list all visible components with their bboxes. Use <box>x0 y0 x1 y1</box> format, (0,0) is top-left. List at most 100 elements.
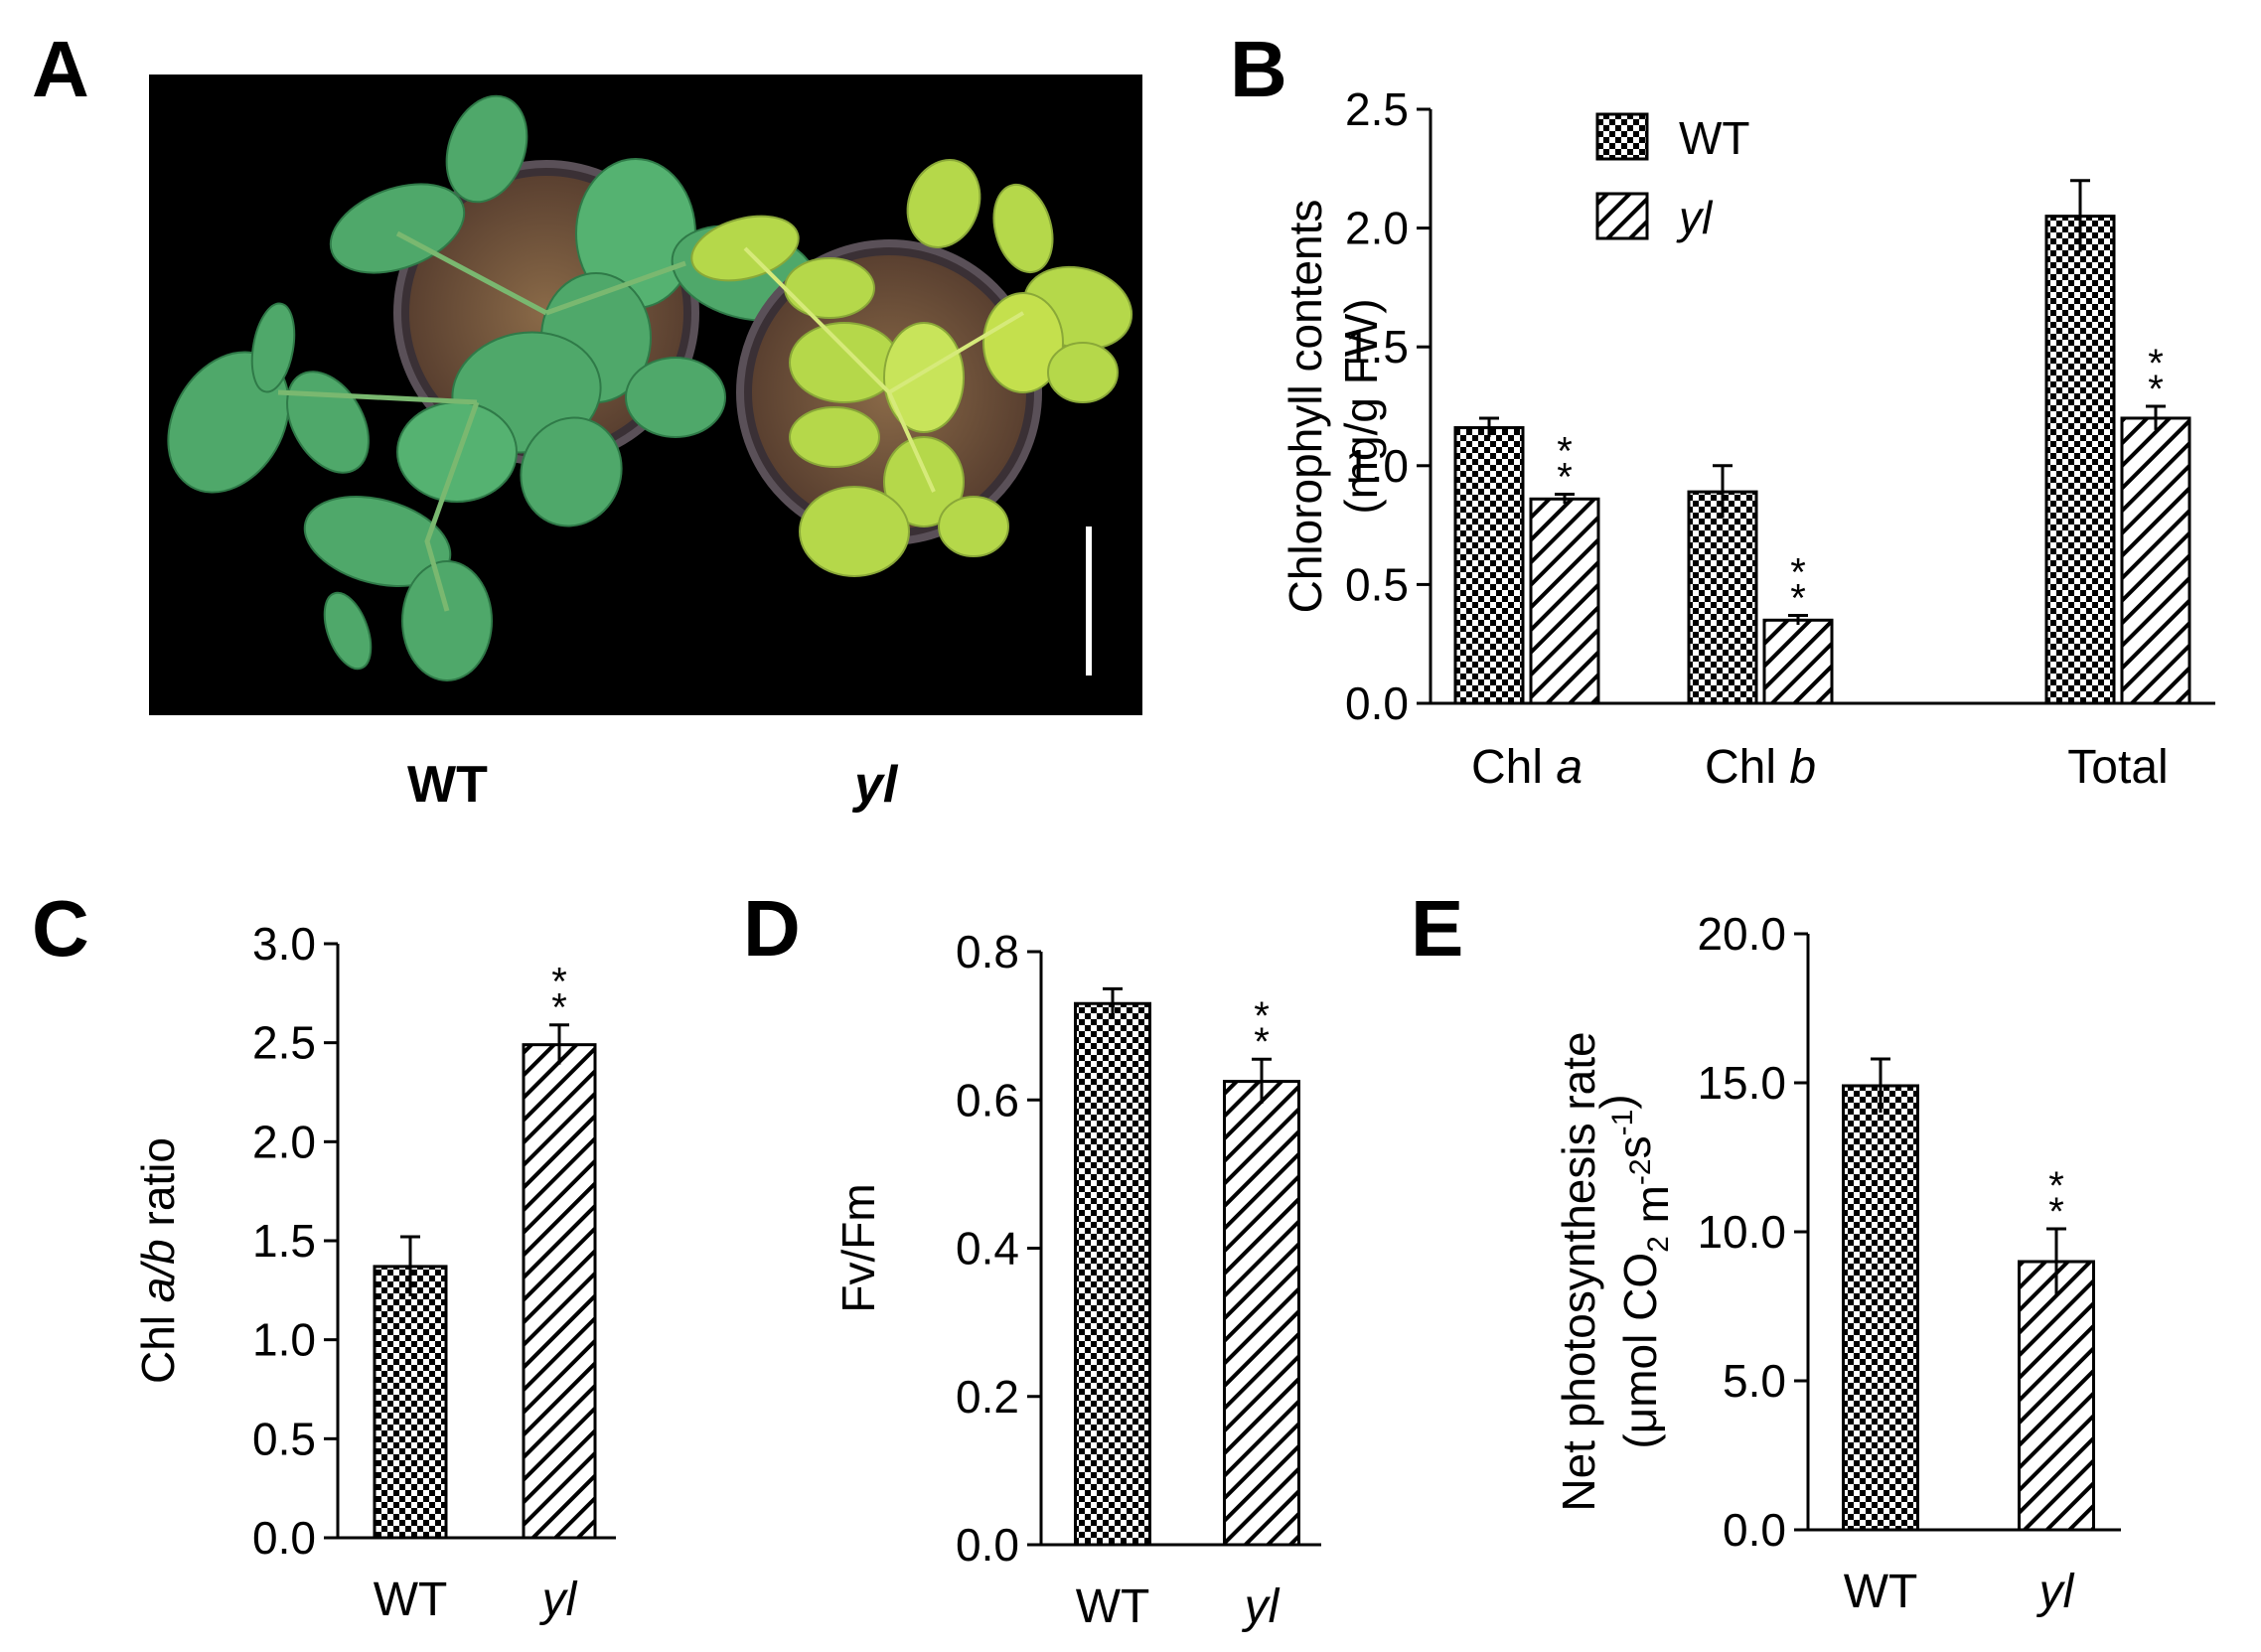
y-tick-label: 0.8 <box>956 926 1019 977</box>
panel-letter-b: B <box>1230 25 1287 113</box>
significance-star: * <box>2148 368 2164 411</box>
x-tick-label-text: Chl <box>1705 741 1789 794</box>
x-tick-label: yl <box>1242 1580 1281 1633</box>
y-axis-label-part: ratio <box>132 1137 184 1239</box>
y-axis-label-part: a/b <box>132 1239 184 1302</box>
legend-swatch-wt <box>1595 112 1649 161</box>
significance-star: * <box>1557 456 1573 500</box>
significance-star: * <box>1790 576 1806 620</box>
x-tick-label: Chl a <box>1471 741 1583 794</box>
y-tick-label: 0.6 <box>956 1074 1019 1126</box>
significance-star: * <box>1254 994 1270 1038</box>
y-tick-label: 0.2 <box>956 1371 1019 1423</box>
label-superscript: -1 <box>1606 1110 1639 1136</box>
significance-star: * <box>551 986 567 1030</box>
legend-label-yl: yl <box>1676 192 1714 243</box>
label-part: ) <box>1590 1094 1642 1109</box>
bar-yl <box>2120 416 2191 705</box>
y-axis-label-part: Chl <box>132 1302 184 1384</box>
bar-yl <box>1762 618 1834 705</box>
x-tick-label: yl <box>2036 1566 2075 1618</box>
bar-yl <box>1223 1080 1300 1547</box>
legend-swatch-yl <box>1595 192 1649 240</box>
y-tick-label: 10.0 <box>1697 1206 1786 1258</box>
x-tick-label-text: Total <box>2067 741 2168 794</box>
significance-star: * <box>551 961 567 1004</box>
y-tick-label: 1.5 <box>252 1215 316 1267</box>
wt-plant <box>167 94 820 681</box>
y-tick-label: 2.0 <box>252 1116 316 1167</box>
label-part: s <box>1608 1135 1660 1158</box>
plant-photo <box>149 75 1142 715</box>
x-tick-label: yl <box>539 1574 578 1626</box>
x-tick-label: WT <box>1076 1580 1150 1633</box>
y-axis-label-text: Fv/Fm <box>832 1183 884 1312</box>
y-tick-label: 0.0 <box>252 1512 316 1564</box>
y-tick-label: 5.0 <box>1723 1355 1786 1407</box>
panel-letter-c: C <box>32 884 89 973</box>
significance-star: * <box>1557 430 1573 474</box>
bar-yl <box>522 1043 597 1540</box>
y-tick-label: 20.0 <box>1697 908 1786 960</box>
y-axis-label-text: Chl a/b ratio <box>132 1137 184 1384</box>
chart-c: 0.0 0.5 1.0 1.5 2.0 2.5 3.0 WT ** yl Chl a/b ratio <box>132 918 616 1626</box>
y-tick-label: 2.0 <box>1345 203 1409 254</box>
legend-label-wt: WT <box>1679 112 1750 164</box>
y-axis-label: Fv/Fm <box>832 1183 884 1312</box>
y-tick-label: 0.5 <box>1345 558 1409 610</box>
label-part: (μmol <box>1614 1321 1666 1449</box>
y-tick-label: 1.5 <box>1345 321 1409 373</box>
bar-wt <box>1842 1084 1919 1532</box>
x-tick-label-italic: b <box>1789 741 1816 794</box>
significance-star: * <box>2048 1190 2064 1234</box>
significance-star: * <box>1790 550 1806 594</box>
label-subscript: 2 <box>1642 1236 1675 1253</box>
panel-letter-e: E <box>1411 884 1464 973</box>
y-tick-label: 0.0 <box>1345 677 1409 729</box>
bar-wt <box>373 1265 448 1540</box>
y-axis-label-line2: (μmol CO2 m-2s-1) <box>1590 1094 1678 1448</box>
chart-e: 0.0 5.0 10.0 15.0 20.0 WT ** yl Net photosynthes… <box>1553 908 2121 1618</box>
y-tick-label: 0.4 <box>956 1223 1019 1275</box>
bar-wt <box>1687 490 1758 705</box>
y-axis-label: Net photosynthesis rate (μmol CO2 m-2s-1) <box>1553 1031 1678 1511</box>
label-superscript: -2 <box>1624 1158 1657 1185</box>
y-axis-label-line2: (mg/g FW) <box>1335 298 1387 514</box>
significance-star: * <box>1254 1020 1270 1064</box>
bar-wt <box>2044 215 2116 705</box>
y-tick-label: 0.0 <box>956 1519 1019 1571</box>
y-tick-label: 1.0 <box>252 1314 316 1366</box>
bar-wt <box>1453 426 1525 705</box>
panel-letter-a: A <box>32 25 89 113</box>
bar-yl <box>1529 497 1600 705</box>
y-axis-label: Chl a/b ratio <box>132 1137 184 1384</box>
y-axis-label: Chlorophyll contents (mg/g FW) <box>1280 200 1387 614</box>
y-tick-label: 2.5 <box>252 1017 316 1069</box>
y-axis-label-line1: Chlorophyll contents <box>1280 200 1331 614</box>
panel-letter-d: D <box>743 884 801 973</box>
x-tick-label-italic: a <box>1556 741 1583 794</box>
chart-d: 0.0 0.2 0.4 0.6 0.8 WT ** yl Fv/Fm <box>832 926 1321 1633</box>
significance-star: * <box>2148 342 2164 385</box>
significance-star: * <box>2048 1164 2064 1208</box>
y-tick-label: 0.0 <box>1723 1504 1786 1556</box>
chart-b: 0.00.51.01.52.02.5**Chl a**Chl b**TotalC… <box>1280 83 2215 794</box>
bar-yl <box>2018 1260 2095 1532</box>
x-tick-label: Chl b <box>1705 741 1816 794</box>
label-part: CO <box>1614 1253 1666 1321</box>
bar-wt <box>1074 1001 1151 1547</box>
photo-label-wt: WT <box>407 756 488 814</box>
y-tick-label: 2.5 <box>1345 83 1409 135</box>
y-tick-label: 3.0 <box>252 918 316 970</box>
label-part <box>1626 1223 1678 1236</box>
label-part: m <box>1626 1185 1678 1223</box>
photo-label-yl: yl <box>854 756 898 814</box>
scale-bar <box>1086 526 1092 676</box>
y-tick-label: 15.0 <box>1697 1057 1786 1109</box>
y-axis-label-line1: Net photosynthesis rate <box>1553 1031 1604 1511</box>
y-tick-label: 0.5 <box>252 1413 316 1464</box>
yl-plant <box>690 159 1133 577</box>
x-tick-label: Total <box>2067 741 2168 794</box>
x-tick-label: WT <box>1844 1566 1918 1618</box>
